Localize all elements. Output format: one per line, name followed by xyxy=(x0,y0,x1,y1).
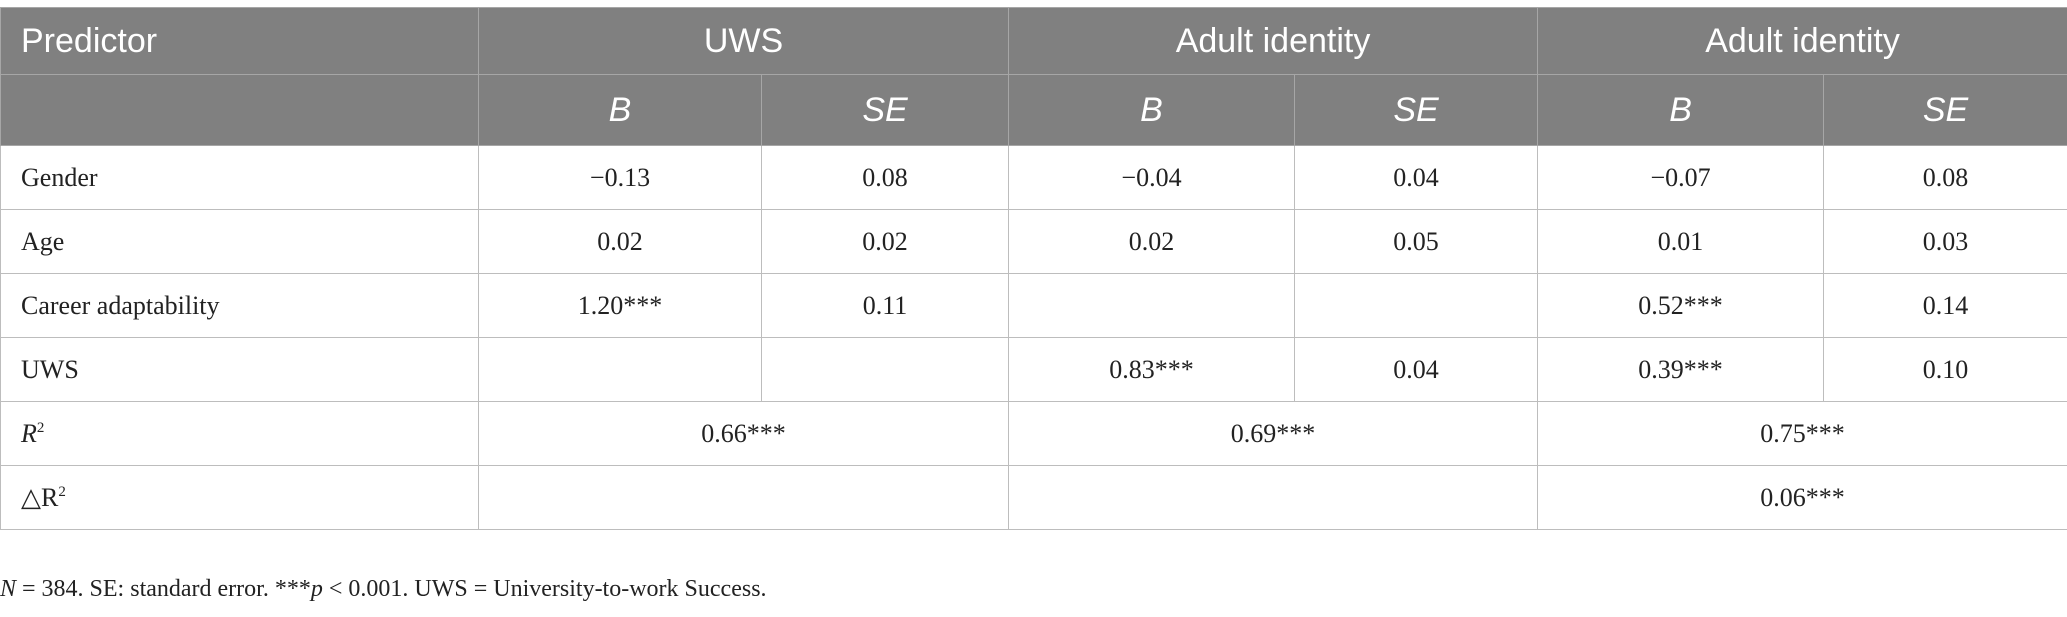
header-cell: UWS xyxy=(477,7,1010,75)
header-cell xyxy=(0,74,479,146)
subheader-cell: SE xyxy=(1294,74,1539,146)
table-row: △R2 0.06*** xyxy=(0,465,2067,530)
value-cell: 0.04 xyxy=(1294,145,1539,210)
row-label-superscript: 2 xyxy=(58,483,66,500)
subheader-cell: B xyxy=(478,74,762,146)
value-cell: 0.11 xyxy=(760,273,1010,338)
value-cell xyxy=(1008,465,1539,530)
header-row: Predictor UWS Adult identity Adult ident… xyxy=(0,7,2067,75)
row-label-text: Career adaptability xyxy=(21,290,220,320)
header-cell: Predictor xyxy=(0,7,479,75)
value-cell: 0.02 xyxy=(760,209,1010,274)
table-row: Career adaptability 1.20*** 0.11 0.52*** 0.1… xyxy=(0,273,2067,338)
subheader-cell: B xyxy=(1008,74,1296,146)
footnote-text: < 0.001. UWS = University-to-work Succes… xyxy=(322,576,767,602)
row-label: Gender xyxy=(0,145,479,210)
value-cell: 0.52*** xyxy=(1537,273,1825,338)
value-cell: 0.02 xyxy=(478,209,762,274)
subheader-cell: SE xyxy=(1823,74,2067,146)
footnote: N = 384. SE: standard error. ***p < 0.00… xyxy=(0,576,767,603)
footnote-text: N xyxy=(0,576,17,602)
value-cell: −0.04 xyxy=(1008,145,1296,210)
value-cell xyxy=(1008,273,1296,338)
row-label-text: R xyxy=(21,418,37,448)
table-row: Gender −0.13 0.08 −0.04 0.04 −0.07 0.08 xyxy=(0,145,2067,210)
value-cell: 0.10 xyxy=(1823,337,2067,402)
value-cell: 0.69*** xyxy=(1008,401,1539,466)
regression-table: Predictor UWS Adult identity Adult ident… xyxy=(0,7,2067,530)
row-label: UWS xyxy=(0,337,479,402)
header-cell: Adult identity xyxy=(1537,7,2067,75)
header-cell: Adult identity xyxy=(1008,7,1539,75)
value-cell: 0.04 xyxy=(1294,337,1539,402)
row-label-text: △R xyxy=(21,482,59,512)
row-label-text: UWS xyxy=(21,354,79,384)
subheader-cell: B xyxy=(1537,74,1825,146)
value-cell: −0.07 xyxy=(1537,145,1825,210)
value-cell xyxy=(477,465,1010,530)
value-cell: 1.20*** xyxy=(478,273,762,338)
value-cell: 0.08 xyxy=(760,145,1010,210)
row-label: Age xyxy=(0,209,479,274)
footnote-text: = 384. SE: standard error. *** xyxy=(16,576,311,602)
row-label-text: Age xyxy=(21,226,65,256)
row-label: △R2 xyxy=(0,465,479,530)
value-cell: 0.05 xyxy=(1294,209,1539,274)
value-cell: 0.06*** xyxy=(1537,465,2067,530)
value-cell: 0.39*** xyxy=(1537,337,1825,402)
value-cell: 0.03 xyxy=(1823,209,2067,274)
value-cell: 0.83*** xyxy=(1008,337,1296,402)
value-cell: 0.08 xyxy=(1823,145,2067,210)
table-row: Age 0.02 0.02 0.02 0.05 0.01 0.03 xyxy=(0,209,2067,274)
subheader-cell: SE xyxy=(760,74,1010,146)
value-cell xyxy=(478,337,762,402)
value-cell: 0.02 xyxy=(1008,209,1296,274)
value-cell: 0.14 xyxy=(1823,273,2067,338)
row-label-text: Gender xyxy=(21,162,98,192)
table-row: UWS 0.83*** 0.04 0.39*** 0.10 xyxy=(0,337,2067,402)
footnote-text: p xyxy=(310,576,323,602)
table-body: Gender −0.13 0.08 −0.04 0.04 −0.07 0.08 Age 0.02… xyxy=(0,145,2067,530)
row-label: R2 xyxy=(0,401,479,466)
value-cell: 0.75*** xyxy=(1537,401,2067,466)
row-label: Career adaptability xyxy=(0,273,479,338)
subheader-row: B SE B SE B SE xyxy=(0,74,2067,146)
row-label-superscript: 2 xyxy=(36,419,45,436)
value-cell: 0.66*** xyxy=(477,401,1010,466)
value-cell: −0.13 xyxy=(478,145,762,210)
value-cell: 0.01 xyxy=(1537,209,1825,274)
value-cell xyxy=(1294,273,1539,338)
table-row: R2 0.66*** 0.69*** 0.75*** xyxy=(0,401,2067,466)
value-cell xyxy=(760,337,1010,402)
